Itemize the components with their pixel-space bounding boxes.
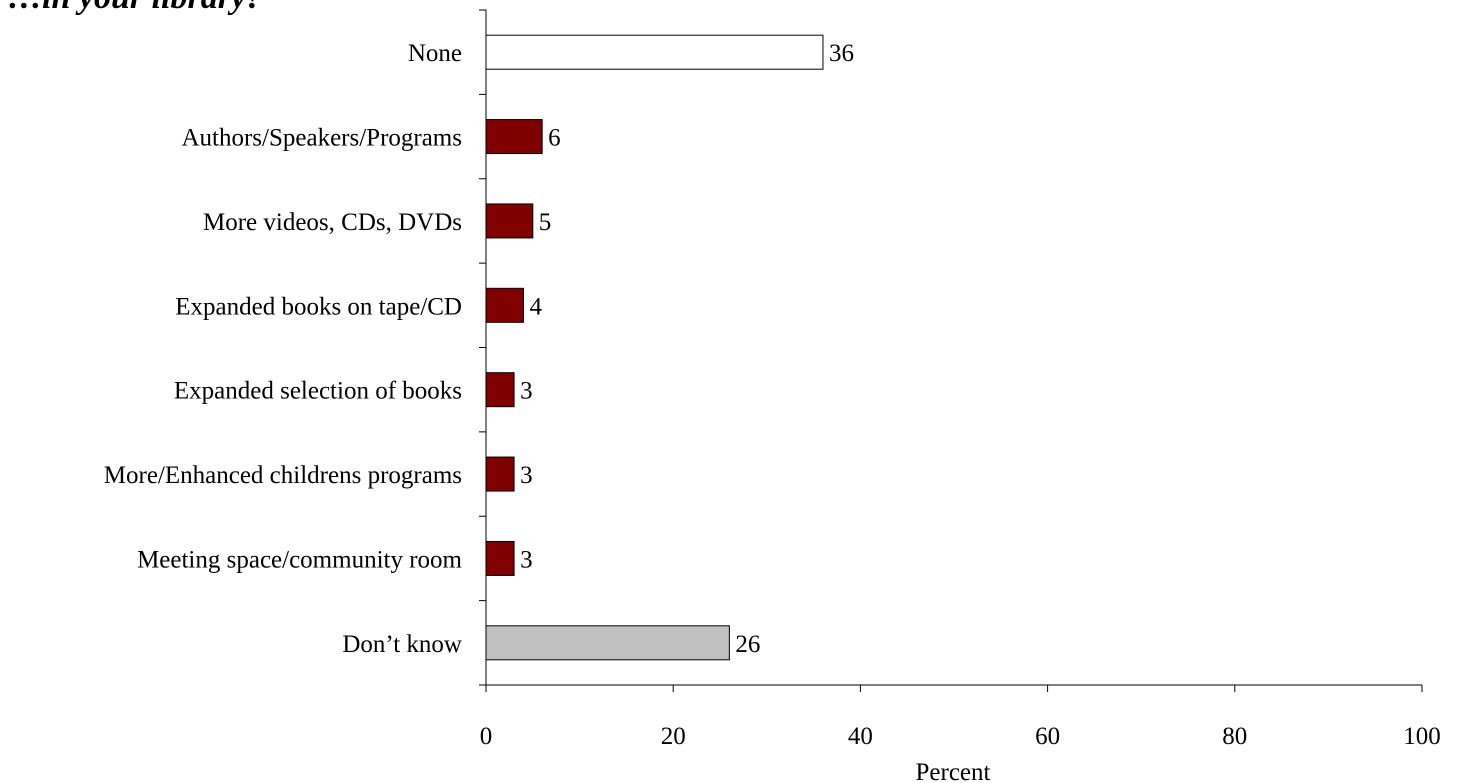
bars-group — [485, 34, 824, 661]
data-label: 36 — [829, 40, 854, 67]
bar — [485, 34, 824, 70]
bar — [485, 456, 515, 492]
category-label: More videos, CDs, DVDs — [203, 209, 462, 236]
bar — [485, 540, 515, 576]
data-label: 3 — [520, 462, 533, 489]
data-label: 5 — [539, 209, 552, 236]
data-label: 6 — [548, 125, 561, 152]
bar — [485, 119, 543, 155]
data-label: 3 — [520, 378, 533, 405]
x-tick-label: 100 — [1403, 723, 1441, 750]
category-label: Meeting space/community room — [137, 546, 462, 573]
data-label: 4 — [529, 293, 542, 320]
x-tick-label: 60 — [1035, 723, 1060, 750]
data-label: 3 — [520, 546, 533, 573]
axes-group — [479, 9, 1423, 692]
chart-title: …in your library? — [8, 0, 263, 16]
x-tick-label: 20 — [661, 723, 686, 750]
bar — [485, 287, 524, 323]
x-axis-title: Percent — [916, 759, 991, 783]
data-label: 26 — [735, 631, 760, 658]
category-label: More/Enhanced childrens programs — [104, 462, 462, 489]
category-label: Expanded books on tape/CD — [175, 293, 462, 320]
category-label: None — [408, 40, 462, 67]
category-label: Authors/Speakers/Programs — [181, 125, 462, 152]
x-tick-label: 80 — [1222, 723, 1247, 750]
bar — [485, 372, 515, 408]
x-tick-label: 40 — [848, 723, 873, 750]
bar — [485, 203, 534, 239]
labels-group: 36 None 6 Authors/Speakers/Programs 5 More vi… — [104, 40, 1441, 750]
category-label: Expanded selection of books — [174, 378, 462, 405]
category-label: Don’t know — [342, 631, 462, 658]
x-tick-label: 0 — [480, 723, 493, 750]
bar — [485, 625, 730, 661]
